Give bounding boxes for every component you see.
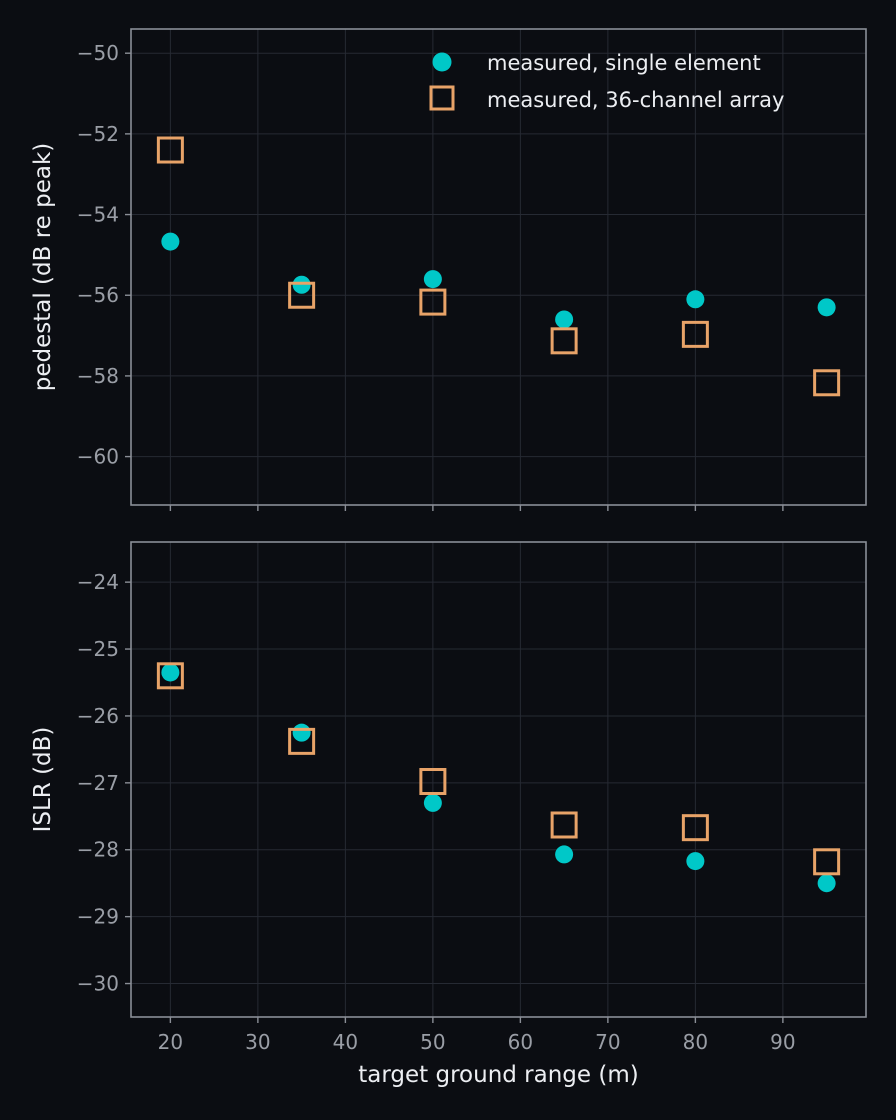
- legend: measured, single element measured, 36-ch…: [429, 51, 784, 112]
- array-point: [288, 281, 316, 309]
- islr-panel: −24 −25 −26 −27 −28 −29 −30 20 30 40 50 60 70 80 90 ISL…: [30, 541, 867, 1054]
- y-tick-label: −50: [77, 41, 119, 65]
- x-tick-label: 80: [683, 1030, 708, 1054]
- y-tick-label: −54: [77, 203, 119, 227]
- y-tick-label: −30: [77, 972, 119, 996]
- array-point: [813, 848, 841, 876]
- single-point: [817, 874, 836, 893]
- array-point: [550, 327, 578, 355]
- single-point: [686, 290, 705, 309]
- single-point: [292, 723, 311, 742]
- y-axis-label: pedestal (dB re peak): [30, 143, 56, 392]
- array-point: [156, 136, 184, 164]
- array-point: [288, 727, 316, 755]
- single-point: [161, 232, 180, 251]
- y-tick-label: −26: [77, 704, 119, 728]
- x-tick-label: 20: [158, 1030, 183, 1054]
- x-tick-label: 30: [245, 1030, 270, 1054]
- plot-frame: [130, 541, 867, 1018]
- x-tick-label: 60: [508, 1030, 533, 1054]
- y-tick-label: −28: [77, 838, 119, 862]
- plot-frame: [130, 28, 867, 506]
- legend-marker-single: [432, 52, 452, 72]
- single-point: [423, 270, 442, 289]
- x-tick-label: 90: [770, 1030, 795, 1054]
- array-point: [681, 814, 709, 842]
- single-point: [555, 310, 574, 329]
- y-tick-label: −58: [77, 364, 119, 388]
- single-point: [686, 852, 705, 871]
- array-point: [813, 369, 841, 397]
- x-tick-label: 50: [420, 1030, 445, 1054]
- y-tick-label: −52: [77, 122, 119, 146]
- y-tick-label: −60: [77, 445, 119, 469]
- x-tick-label: 70: [595, 1030, 620, 1054]
- array-point: [550, 811, 578, 839]
- single-point: [555, 845, 574, 864]
- legend-label-single: measured, single element: [487, 51, 761, 75]
- legend-label-array: measured, 36-channel array: [487, 88, 784, 112]
- array-point: [419, 768, 447, 796]
- x-tick-label: 40: [333, 1030, 358, 1054]
- array-point: [681, 320, 709, 348]
- y-tick-label: −24: [77, 570, 119, 594]
- y-tick-label: −29: [77, 905, 119, 929]
- legend-marker-array: [429, 85, 455, 111]
- pedestal-panel: −50 −52 −54 −56 −58 −60 pedestal (dB re peak): [30, 28, 867, 511]
- y-tick-label: −25: [77, 637, 119, 661]
- array-point: [419, 288, 447, 316]
- x-axis-label: target ground range (m): [358, 1062, 638, 1088]
- y-tick-label: −27: [77, 771, 119, 795]
- single-point: [817, 298, 836, 317]
- y-tick-label: −56: [77, 283, 119, 307]
- single-point: [292, 275, 311, 294]
- y-axis-label: ISLR (dB): [30, 727, 56, 833]
- single-point: [161, 663, 180, 682]
- array-point: [156, 662, 184, 690]
- single-point: [423, 793, 442, 812]
